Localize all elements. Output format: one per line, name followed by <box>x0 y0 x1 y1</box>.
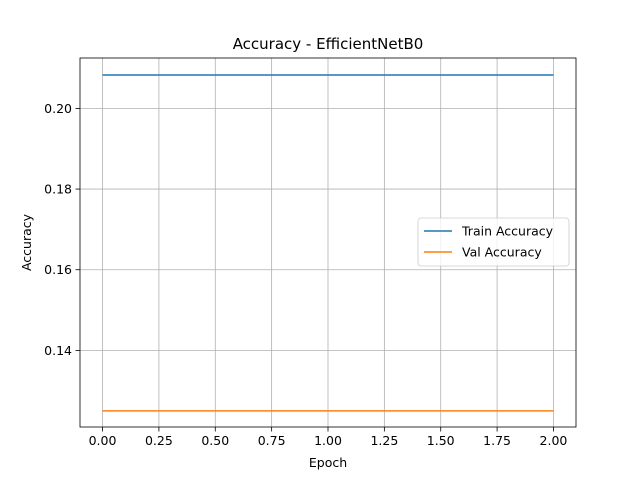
legend-entry-label: Train Accuracy <box>461 224 554 239</box>
x-tick-label: 1.50 <box>427 433 455 448</box>
legend-entry-label: Val Accuracy <box>462 245 542 260</box>
legend-box <box>417 217 570 267</box>
axis-ticks: 0.00 0.25 0.50 0.75 1.00 1.25 1.50 1.75 2.00 0.14… <box>44 101 567 448</box>
legend: Train Accuracy Val Accuracy <box>417 217 570 267</box>
y-tick-label: 0.14 <box>44 343 72 358</box>
x-tick-label: 0.50 <box>201 433 229 448</box>
y-tick-label: 0.20 <box>44 101 72 116</box>
y-axis-label: Accuracy <box>19 213 34 271</box>
series-lines <box>102 74 554 412</box>
x-tick-label: 2.00 <box>540 433 568 448</box>
x-tick-label: 1.00 <box>314 433 342 448</box>
y-tick-label: 0.16 <box>44 262 72 277</box>
y-tick-label: 0.18 <box>44 182 72 197</box>
x-tick-label: 1.25 <box>370 433 398 448</box>
x-tick-label: 0.75 <box>258 433 286 448</box>
grid <box>80 58 576 427</box>
x-tick-label: 1.75 <box>483 433 511 448</box>
x-tick-label: 0.25 <box>145 433 173 448</box>
chart-title: Accuracy - EfficientNetB0 <box>233 35 424 53</box>
x-axis-label: Epoch <box>309 455 347 470</box>
x-tick-label: 0.00 <box>89 433 117 448</box>
